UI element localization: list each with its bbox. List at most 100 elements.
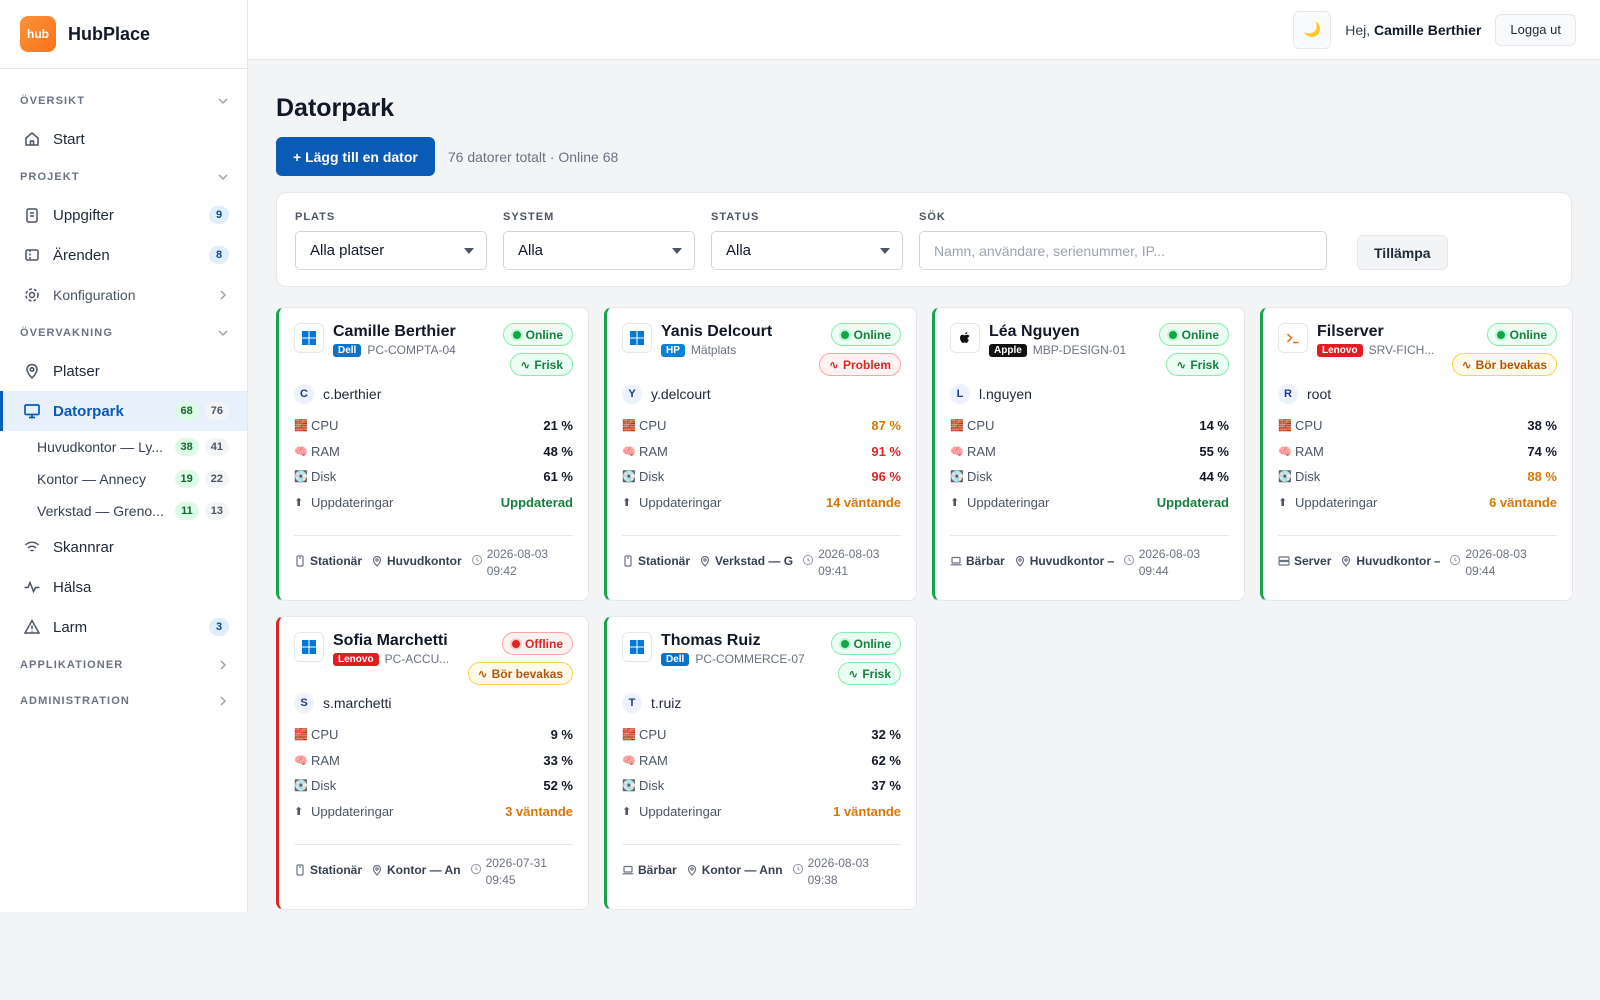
filter-status: STATUS Alla <box>711 211 903 270</box>
status-select[interactable]: Alla <box>711 231 903 270</box>
location-label: Kontor — An <box>387 863 461 877</box>
sidebar-item-tickets[interactable]: Ärenden 8 <box>0 235 247 275</box>
brand[interactable]: hub HubPlace <box>0 0 247 69</box>
metric-ram: 🧠 RAM 91 % <box>622 439 901 465</box>
device-type: Bärbar <box>622 863 677 877</box>
last-seen-date: 2026-08-03 <box>807 856 869 870</box>
clock-icon <box>471 554 483 566</box>
map-pin-icon <box>371 864 383 876</box>
computer-card[interactable]: Filserver Lenovo SRV-FICH... Online ∿ Bör… <box>1260 307 1573 601</box>
status-badge: Online <box>502 323 573 346</box>
assigned-user: S s.marchetti <box>294 693 573 713</box>
os-badge <box>622 632 652 662</box>
brand-tag: HP <box>661 343 685 357</box>
avatar: C <box>294 384 314 404</box>
place-select[interactable]: Alla platser <box>295 231 487 270</box>
metric-disk: 💽 Disk 61 % <box>294 464 573 490</box>
sidebar-item-scanners[interactable]: Skannrar <box>0 527 247 567</box>
avatar: S <box>294 693 314 713</box>
apply-button[interactable]: Tillämpa <box>1357 235 1448 270</box>
username: root <box>1307 386 1332 402</box>
section-label: ÖVERSIKT <box>20 95 86 107</box>
logo: hub <box>20 16 56 52</box>
windows-icon <box>301 330 317 346</box>
sidebar-item-alarms[interactable]: Larm 3 <box>0 607 247 647</box>
section-label: ADMINISTRATION <box>20 695 130 707</box>
os-badge <box>294 323 324 353</box>
computer-name[interactable]: Camille Berthier <box>333 323 456 340</box>
caret-down-icon <box>880 247 890 254</box>
metric-disk: 💽 Disk 88 % <box>1278 464 1557 490</box>
clock-icon <box>792 863 804 875</box>
disk-icon: 💽 <box>1278 471 1292 484</box>
card-header: Thomas Ruiz Dell PC-COMMERCE-07 Online ∿… <box>622 632 901 685</box>
sidebar-item-label: Larm <box>53 618 88 636</box>
computer-name[interactable]: Sofia Marchetti <box>333 632 448 649</box>
computer-meta: Dell PC-COMPTA-04 <box>333 343 503 357</box>
computer-name[interactable]: Léa Nguyen <box>989 323 1080 340</box>
sidebar-nav: ÖVERSIKT Start PROJEKT Uppgifter 9 Ärend… <box>0 69 247 719</box>
status-dot-icon <box>1168 330 1177 339</box>
map-pin-icon <box>23 362 41 380</box>
warning-icon <box>23 618 41 636</box>
sidebar-item-label: Platser <box>53 362 100 380</box>
metric-label: Uppdateringar <box>967 494 1050 510</box>
brand-tag: Dell <box>333 343 362 357</box>
computer-card[interactable]: Thomas Ruiz Dell PC-COMMERCE-07 Online ∿… <box>604 616 917 910</box>
computer-name[interactable]: Filserver <box>1317 323 1384 340</box>
computer-card[interactable]: Yanis Delcourt HP Mätplats Online ∿ Probl… <box>604 307 917 601</box>
system-select[interactable]: Alla <box>503 231 695 270</box>
sidebar-subitem-site[interactable]: Kontor — Annecy 19 22 <box>0 463 247 495</box>
metric-label: CPU <box>1295 418 1323 434</box>
sidebar-item-config[interactable]: Konfiguration <box>0 275 247 315</box>
brain-icon: 🧠 <box>950 445 964 458</box>
section-project[interactable]: PROJEKT <box>0 159 247 195</box>
status-pills: Online ∿ Bör bevakas <box>1451 323 1557 376</box>
search-input[interactable]: Namn, användare, serienummer, IP... <box>919 231 1327 270</box>
clock-icon <box>1449 554 1461 566</box>
section-applications[interactable]: APPLIKATIONER <box>0 647 247 683</box>
status-dot-icon <box>512 330 521 339</box>
computer-card[interactable]: Sofia Marchetti Lenovo PC-ACCU... Offlin… <box>276 616 589 910</box>
logout-button[interactable]: Logga ut <box>1495 13 1576 46</box>
theme-toggle-button[interactable]: 🌙 <box>1293 10 1332 49</box>
sidebar-subitem-site[interactable]: Verkstad — Greno... 11 13 <box>0 495 247 527</box>
page-title: Datorpark <box>276 94 395 122</box>
section-overview[interactable]: ÖVERSIKT <box>0 83 247 119</box>
add-computer-button[interactable]: + Lägg till en dator <box>276 137 435 176</box>
section-monitoring[interactable]: ÖVERVAKNING <box>0 315 247 351</box>
sidebar-item-health[interactable]: Hälsa <box>0 567 247 607</box>
sidebar-item-tasks[interactable]: Uppgifter 9 <box>0 195 247 235</box>
disk-icon: 💽 <box>950 471 964 484</box>
desktop-tower-icon <box>294 864 306 876</box>
last-seen: 2026-08-03 09:44 <box>1123 546 1200 580</box>
last-seen-time: 09:44 <box>1138 564 1169 578</box>
metrics-list: 🧱 CPU 21 % 🧠 RAM 48 % 💽 Disk 61 % ⬆ Uppdater… <box>294 413 573 515</box>
computer-card[interactable]: Camille Berthier Dell PC-COMPTA-04 Onlin… <box>276 307 589 601</box>
filter-label: STATUS <box>711 211 760 223</box>
username: c.berthier <box>323 386 382 402</box>
username: t.ruiz <box>651 695 682 711</box>
section-administration[interactable]: ADMINISTRATION <box>0 683 247 719</box>
status-pills: Online ∿ Frisk <box>502 323 573 376</box>
location-label: Huvudkontor <box>387 554 462 568</box>
sidebar-item-places[interactable]: Platser <box>0 351 247 391</box>
device-type: Bärbar <box>950 554 1005 568</box>
sidebar-subitem-site[interactable]: Huvudkontor — Ly... 38 41 <box>0 431 247 463</box>
computer-name[interactable]: Yanis Delcourt <box>661 323 773 340</box>
section-label: PROJEKT <box>20 171 80 183</box>
computer-name[interactable]: Thomas Ruiz <box>661 632 761 649</box>
computer-meta: HP Mätplats <box>661 343 819 357</box>
metrics-list: 🧱 CPU 38 % 🧠 RAM 74 % 💽 Disk 88 % ⬆ Uppdater… <box>1278 413 1557 515</box>
chevron-down-icon <box>217 327 229 339</box>
section-label: ÖVERVAKNING <box>20 327 113 339</box>
online-count-badge: 11 <box>175 502 199 520</box>
cpu-icon: 🧱 <box>294 420 308 433</box>
computer-card[interactable]: Léa Nguyen Apple MBP-DESIGN-01 Online ∿ F… <box>932 307 1245 601</box>
username: s.marchetti <box>323 695 392 711</box>
sidebar-item-fleet[interactable]: Datorpark 68 76 <box>0 391 247 431</box>
cpu-icon: 🧱 <box>622 729 636 742</box>
metric-label: Disk <box>311 469 337 485</box>
disk-icon: 💽 <box>622 780 636 793</box>
sidebar-item-start[interactable]: Start <box>0 119 247 159</box>
